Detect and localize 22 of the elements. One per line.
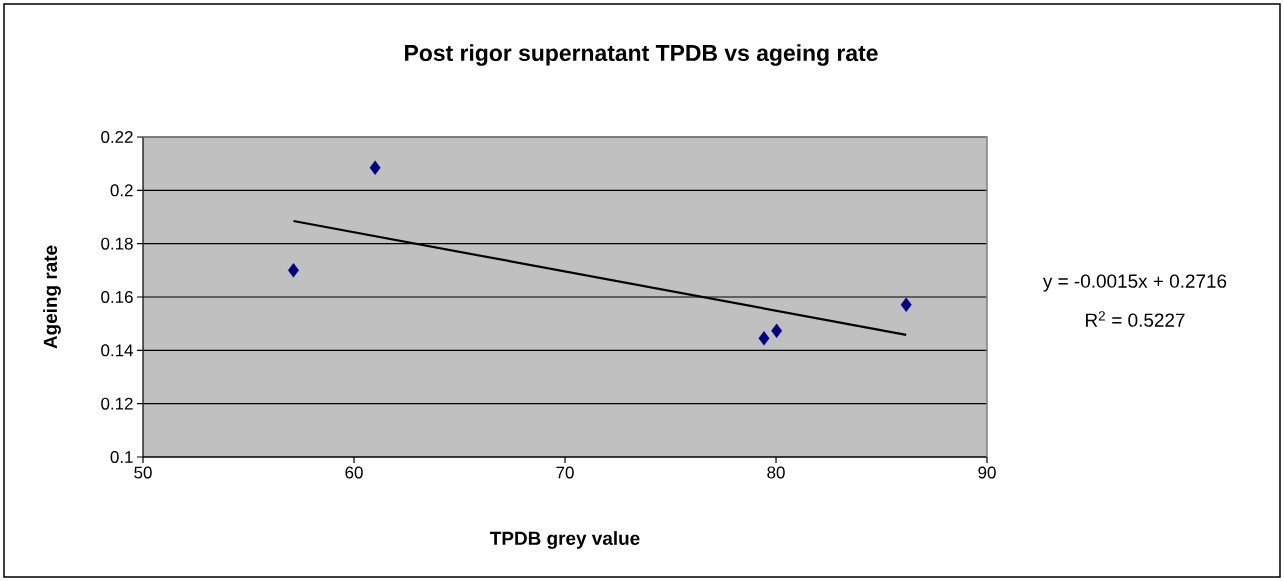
x-tick-label: 80 [767, 466, 785, 479]
x-axis-title: TPDB grey value [490, 531, 640, 549]
y-tick-label: 0.12 [101, 397, 133, 410]
point [771, 323, 783, 339]
x-tick-label: 90 [978, 466, 996, 479]
y-tick-label: 0.14 [101, 344, 133, 357]
text: R$^{2}$ = 0.5227 [1086, 311, 1185, 327]
x-tick-label: 50 [134, 466, 152, 479]
point [758, 331, 770, 346]
x-tick-label: 70 [556, 466, 574, 479]
y-tick-label: 0.1 [110, 451, 133, 463]
x-tick-label: 60 [345, 466, 363, 479]
point [900, 297, 912, 312]
y-tick-label: 0.2 [110, 184, 133, 197]
point [288, 263, 299, 278]
text: y = -0.0015x + 0.2716 [1042, 274, 1227, 292]
point [369, 160, 381, 175]
y-tick-label: 0.16 [101, 291, 133, 303]
y-tick-label: 0.18 [101, 237, 133, 250]
y-tick-label: 0.22 [101, 131, 133, 143]
chart-title: Post rigor supernatant TPDB vs ageing rate [405, 44, 878, 66]
y-axis-title: Ageing rate [43, 245, 61, 349]
